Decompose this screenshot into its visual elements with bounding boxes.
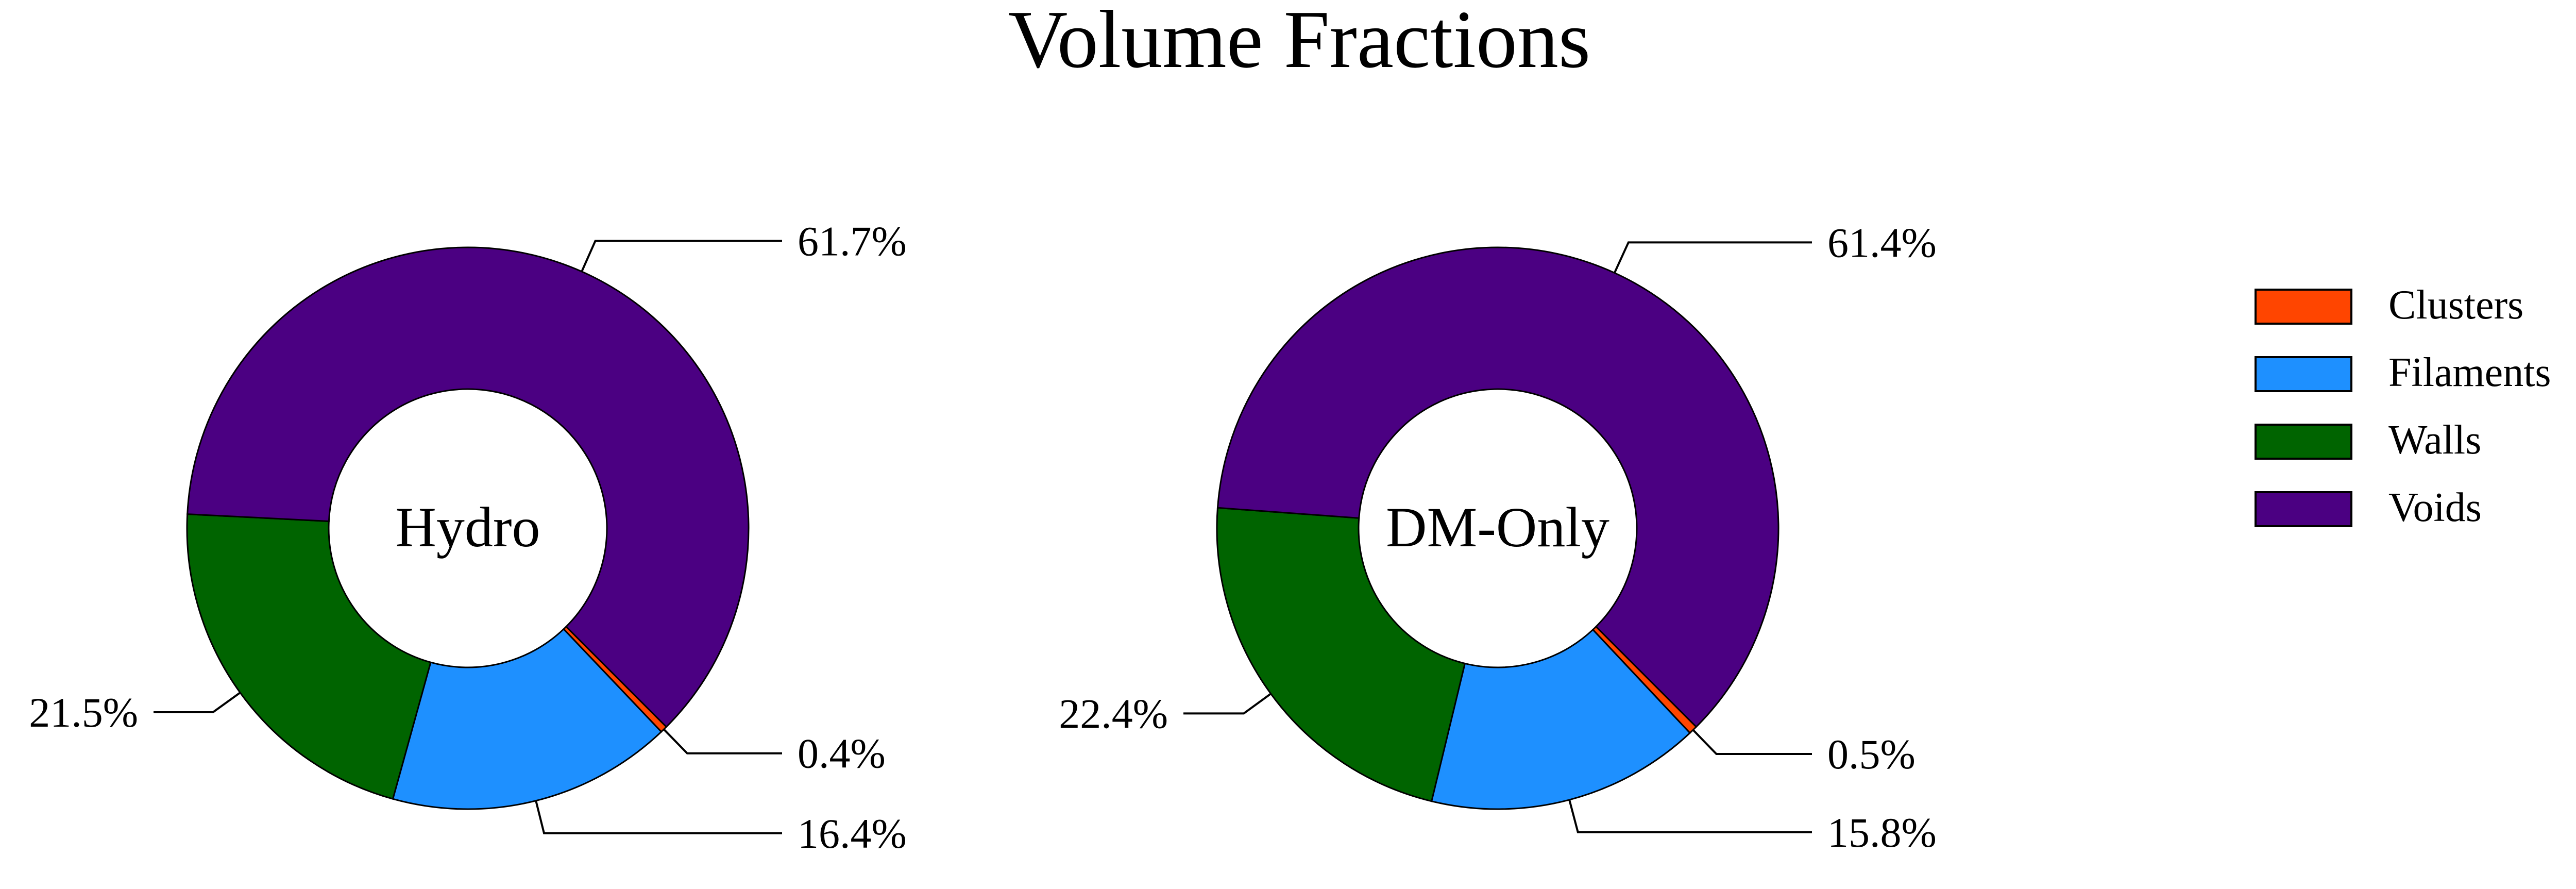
leader-line-hydro-voids bbox=[581, 240, 782, 272]
legend-label-clusters: Clusters bbox=[2388, 282, 2523, 328]
leader-line-dm-only-clusters bbox=[1692, 729, 1812, 756]
slice-dm-only-voids bbox=[1216, 246, 1780, 728]
leader-line-hydro-clusters bbox=[663, 728, 782, 754]
chart-title: Volume Fractions bbox=[1008, 0, 1590, 85]
legend-swatch-voids bbox=[2255, 491, 2352, 527]
data-label-hydro-clusters: 0.4% bbox=[798, 730, 886, 777]
data-label-dm-only-filaments: 15.8% bbox=[1827, 809, 1937, 856]
data-label-dm-only-walls: 22.4% bbox=[1059, 690, 1168, 737]
legend-swatch-filaments bbox=[2255, 356, 2352, 392]
leader-line-dm-only-walls bbox=[1183, 693, 1272, 715]
slice-dm-only-walls bbox=[1216, 507, 1466, 802]
legend-swatch-clusters bbox=[2255, 289, 2352, 325]
leader-line-hydro-walls bbox=[154, 692, 241, 713]
leader-line-hydro-filaments bbox=[535, 800, 782, 834]
legend: Clusters Filaments Walls Voids bbox=[2255, 282, 2551, 530]
slice-hydro-walls bbox=[186, 513, 432, 800]
data-label-hydro-filaments: 16.4% bbox=[798, 810, 907, 857]
donut-hydro: 0.4% 16.4% 21.5% 61.7% Hydro bbox=[29, 217, 907, 857]
legend-label-filaments: Filaments bbox=[2388, 350, 2551, 395]
leader-line-dm-only-voids bbox=[1613, 241, 1812, 274]
data-label-dm-only-voids: 61.4% bbox=[1827, 219, 1937, 266]
slice-hydro-filaments bbox=[392, 628, 663, 810]
donut-dm-only: 0.5% 15.8% 22.4% 61.4% DM-Only bbox=[1059, 219, 1937, 856]
legend-swatch-walls bbox=[2255, 424, 2352, 460]
data-label-dm-only-clusters: 0.5% bbox=[1827, 731, 1916, 778]
data-label-hydro-walls: 21.5% bbox=[29, 689, 138, 736]
slice-hydro-voids bbox=[187, 246, 750, 728]
center-label-dm-only: DM-Only bbox=[1386, 496, 1609, 559]
center-label-hydro: Hydro bbox=[395, 496, 540, 559]
data-label-hydro-voids: 61.7% bbox=[798, 217, 907, 264]
legend-label-walls: Walls bbox=[2388, 417, 2481, 463]
leader-line-dm-only-filaments bbox=[1568, 799, 1812, 833]
legend-label-voids: Voids bbox=[2388, 485, 2482, 530]
slice-dm-only-filaments bbox=[1430, 628, 1691, 810]
